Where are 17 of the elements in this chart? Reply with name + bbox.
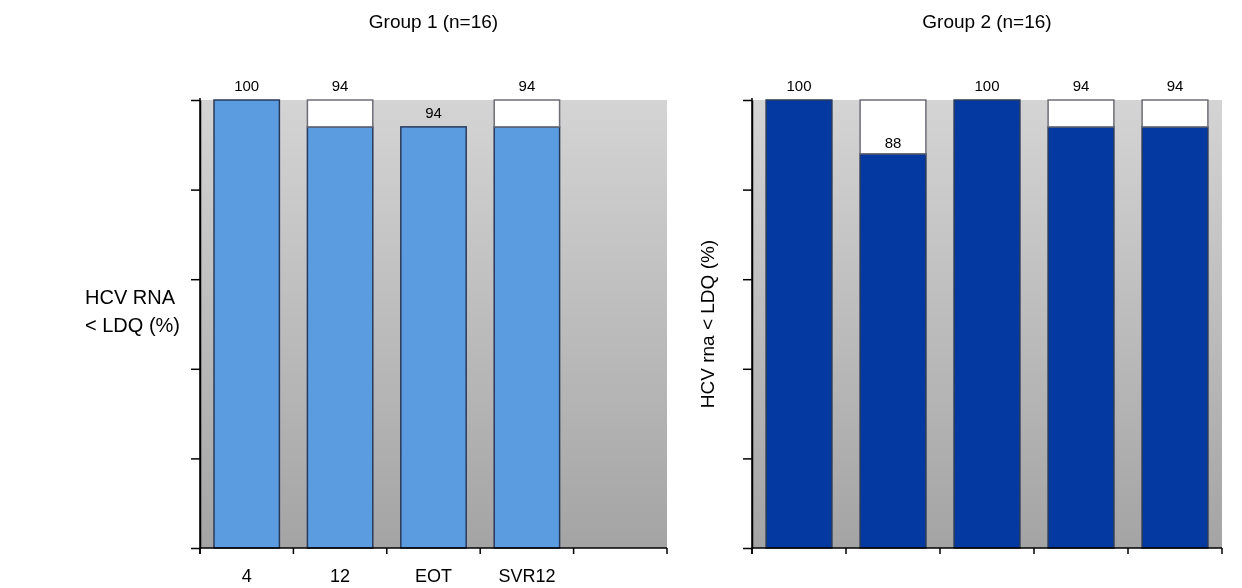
- data-label: 88: [884, 133, 902, 151]
- data-label: 100: [974, 77, 1000, 94]
- chart-title: Group 1 (n=16): [368, 11, 499, 32]
- data-label: 94: [331, 77, 349, 94]
- chart-title: Group 2 (n=16): [922, 11, 1052, 32]
- data-label: 100: [786, 77, 812, 94]
- x-tick-label: SVR12: [498, 566, 556, 586]
- data-label: 94: [1072, 77, 1090, 94]
- x-tick-label: 12: [330, 566, 351, 586]
- y-axis-title: HCV RNA < LDQ (%): [85, 286, 181, 336]
- y-axis-title: HCV rna < LDQ (%): [697, 239, 718, 409]
- x-tick-label: 4: [241, 566, 252, 586]
- x-tick-label: EOT: [414, 566, 453, 586]
- data-label: 94: [425, 103, 442, 121]
- data-label: 100: [234, 77, 260, 94]
- data-label: 94: [518, 77, 536, 94]
- data-label: 94: [1166, 77, 1184, 94]
